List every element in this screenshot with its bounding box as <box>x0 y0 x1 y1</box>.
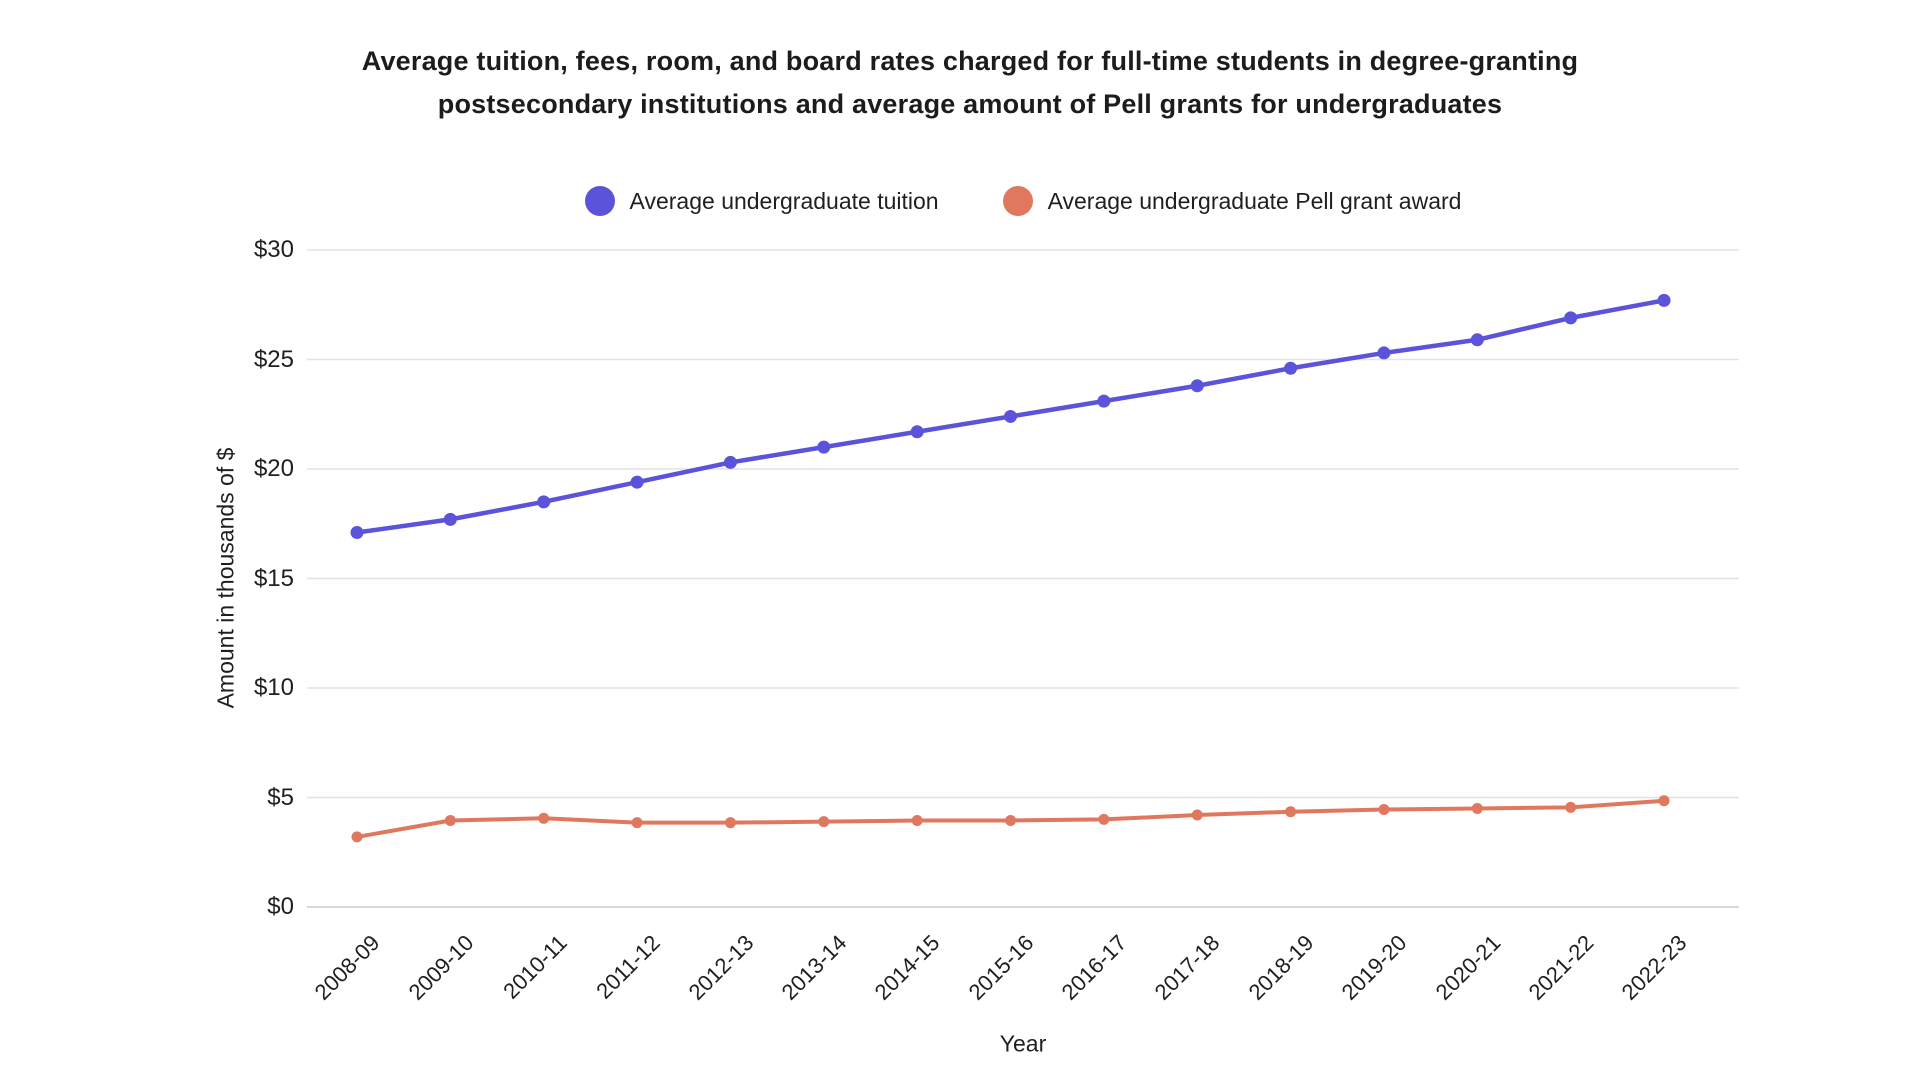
data-point-pell-grant-2010-11 <box>538 812 550 824</box>
data-point-tuition-2013-14 <box>817 440 831 454</box>
data-point-pell-grant-2016-17 <box>1098 813 1110 825</box>
x-axis-title: Year <box>999 1030 1047 1057</box>
y-tick-label-20: $20 <box>253 455 294 482</box>
data-point-tuition-2008-09 <box>350 526 364 540</box>
y-tick-label-5: $5 <box>267 783 294 811</box>
legend-label-pell-grant: Average undergraduate Pell grant award <box>1047 187 1462 214</box>
chart-title-line1: Average tuition, fees, room, and board r… <box>361 46 1579 76</box>
data-point-pell-grant-2012-13 <box>724 817 736 829</box>
data-point-pell-grant-2018-19 <box>1285 806 1297 818</box>
data-point-tuition-2010-11 <box>537 495 551 509</box>
data-point-pell-grant-2008-09 <box>351 831 363 843</box>
data-point-tuition-2018-19 <box>1284 361 1298 375</box>
data-point-tuition-2020-21 <box>1470 333 1484 347</box>
data-point-pell-grant-2015-16 <box>1005 814 1017 826</box>
y-tick-label-25: $25 <box>253 345 294 373</box>
data-point-tuition-2015-16 <box>1004 409 1018 423</box>
data-point-pell-grant-2021-22 <box>1565 801 1577 813</box>
data-point-tuition-2016-17 <box>1097 394 1111 408</box>
y-tick-label-0: $0 <box>267 893 294 920</box>
data-point-tuition-2021-22 <box>1564 311 1578 325</box>
data-point-tuition-2014-15 <box>910 425 924 439</box>
data-point-tuition-2011-12 <box>630 475 644 489</box>
data-point-tuition-2012-13 <box>723 455 737 469</box>
pell-grant-series-dot-icon <box>1002 186 1033 216</box>
data-point-pell-grant-2017-18 <box>1191 809 1203 821</box>
data-point-pell-grant-2011-12 <box>631 817 643 829</box>
legend-item-tuition: Average undergraduate tuition <box>584 186 939 216</box>
chart-title: Average tuition, fees, room, and board r… <box>10 40 1920 126</box>
data-point-tuition-2019-20 <box>1377 346 1391 360</box>
y-axis-title: Amount in thousands of $ <box>212 447 239 709</box>
data-point-pell-grant-2014-15 <box>911 814 923 826</box>
tuition-series-dot-icon <box>584 186 615 216</box>
data-point-pell-grant-2022-23 <box>1658 795 1670 807</box>
data-point-pell-grant-2019-20 <box>1378 804 1390 816</box>
data-point-tuition-2022-23 <box>1657 293 1671 307</box>
y-tick-label-30: $30 <box>253 236 294 263</box>
legend-label-tuition: Average undergraduate tuition <box>629 187 939 214</box>
legend-item-pell-grant: Average undergraduate Pell grant award <box>1002 186 1462 216</box>
y-tick-label-15: $15 <box>253 564 294 592</box>
data-point-pell-grant-2020-21 <box>1471 802 1483 814</box>
data-point-tuition-2017-18 <box>1190 379 1204 393</box>
data-point-tuition-2009-10 <box>443 512 457 526</box>
chart-title-line2: postsecondary institutions and average a… <box>437 89 1503 119</box>
data-point-pell-grant-2009-10 <box>444 814 456 826</box>
y-tick-label-10: $10 <box>253 674 294 701</box>
legend: Average undergraduate tuition Average un… <box>308 186 1738 216</box>
data-point-pell-grant-2013-14 <box>818 816 830 828</box>
